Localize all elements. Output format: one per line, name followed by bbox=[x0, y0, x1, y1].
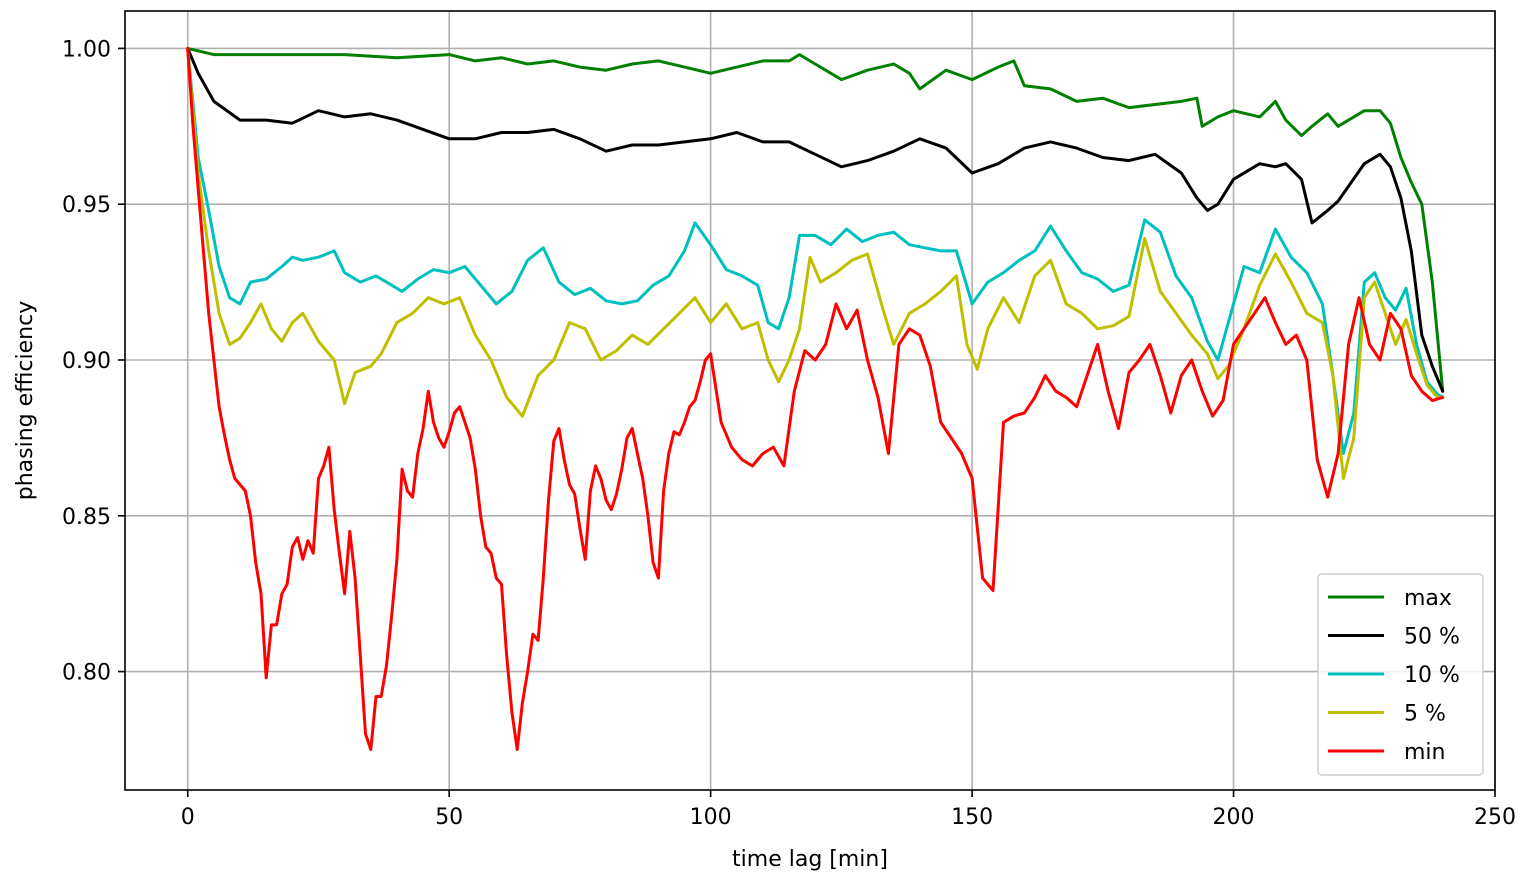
y-axis-label: phasing efficiency bbox=[13, 301, 38, 500]
legend-box bbox=[1317, 573, 1484, 776]
y-tick-label: 0.90 bbox=[62, 349, 111, 374]
legend-label: 5 % bbox=[1404, 702, 1446, 727]
y-tick-label: 0.80 bbox=[62, 661, 111, 686]
series-line-5 bbox=[186, 46, 1445, 480]
x-tick-label: 100 bbox=[690, 805, 732, 830]
legend: max 50 % 10 % 5 % min bbox=[1317, 573, 1484, 776]
series-line-min bbox=[186, 46, 1445, 751]
plot-area-frame bbox=[124, 10, 1496, 791]
horizontal-gridlines bbox=[125, 47, 1495, 673]
x-axis-label: time lag [min] bbox=[732, 847, 888, 872]
x-tick-label: 150 bbox=[951, 805, 993, 830]
y-axis-ticks: 0.80 0.85 0.90 0.95 1.00 bbox=[62, 37, 125, 686]
legend-label: 10 % bbox=[1404, 663, 1460, 688]
y-tick-label: 1.00 bbox=[62, 37, 111, 62]
series-line-10 bbox=[186, 46, 1445, 455]
y-tick-label: 0.85 bbox=[62, 505, 111, 530]
x-tick-label: 50 bbox=[435, 805, 463, 830]
series-line-50 bbox=[186, 46, 1445, 393]
x-tick-label: 200 bbox=[1213, 805, 1255, 830]
x-axis-ticks: 0 50 100 150 200 250 bbox=[181, 790, 1516, 830]
y-tick-label: 0.95 bbox=[62, 193, 111, 218]
x-tick-label: 0 bbox=[181, 805, 195, 830]
legend-label: 50 % bbox=[1404, 625, 1460, 650]
series-line-max bbox=[186, 46, 1445, 393]
series-lines bbox=[186, 46, 1445, 751]
x-tick-label: 250 bbox=[1474, 805, 1516, 830]
legend-label: min bbox=[1404, 740, 1446, 765]
legend-label: max bbox=[1404, 586, 1452, 611]
